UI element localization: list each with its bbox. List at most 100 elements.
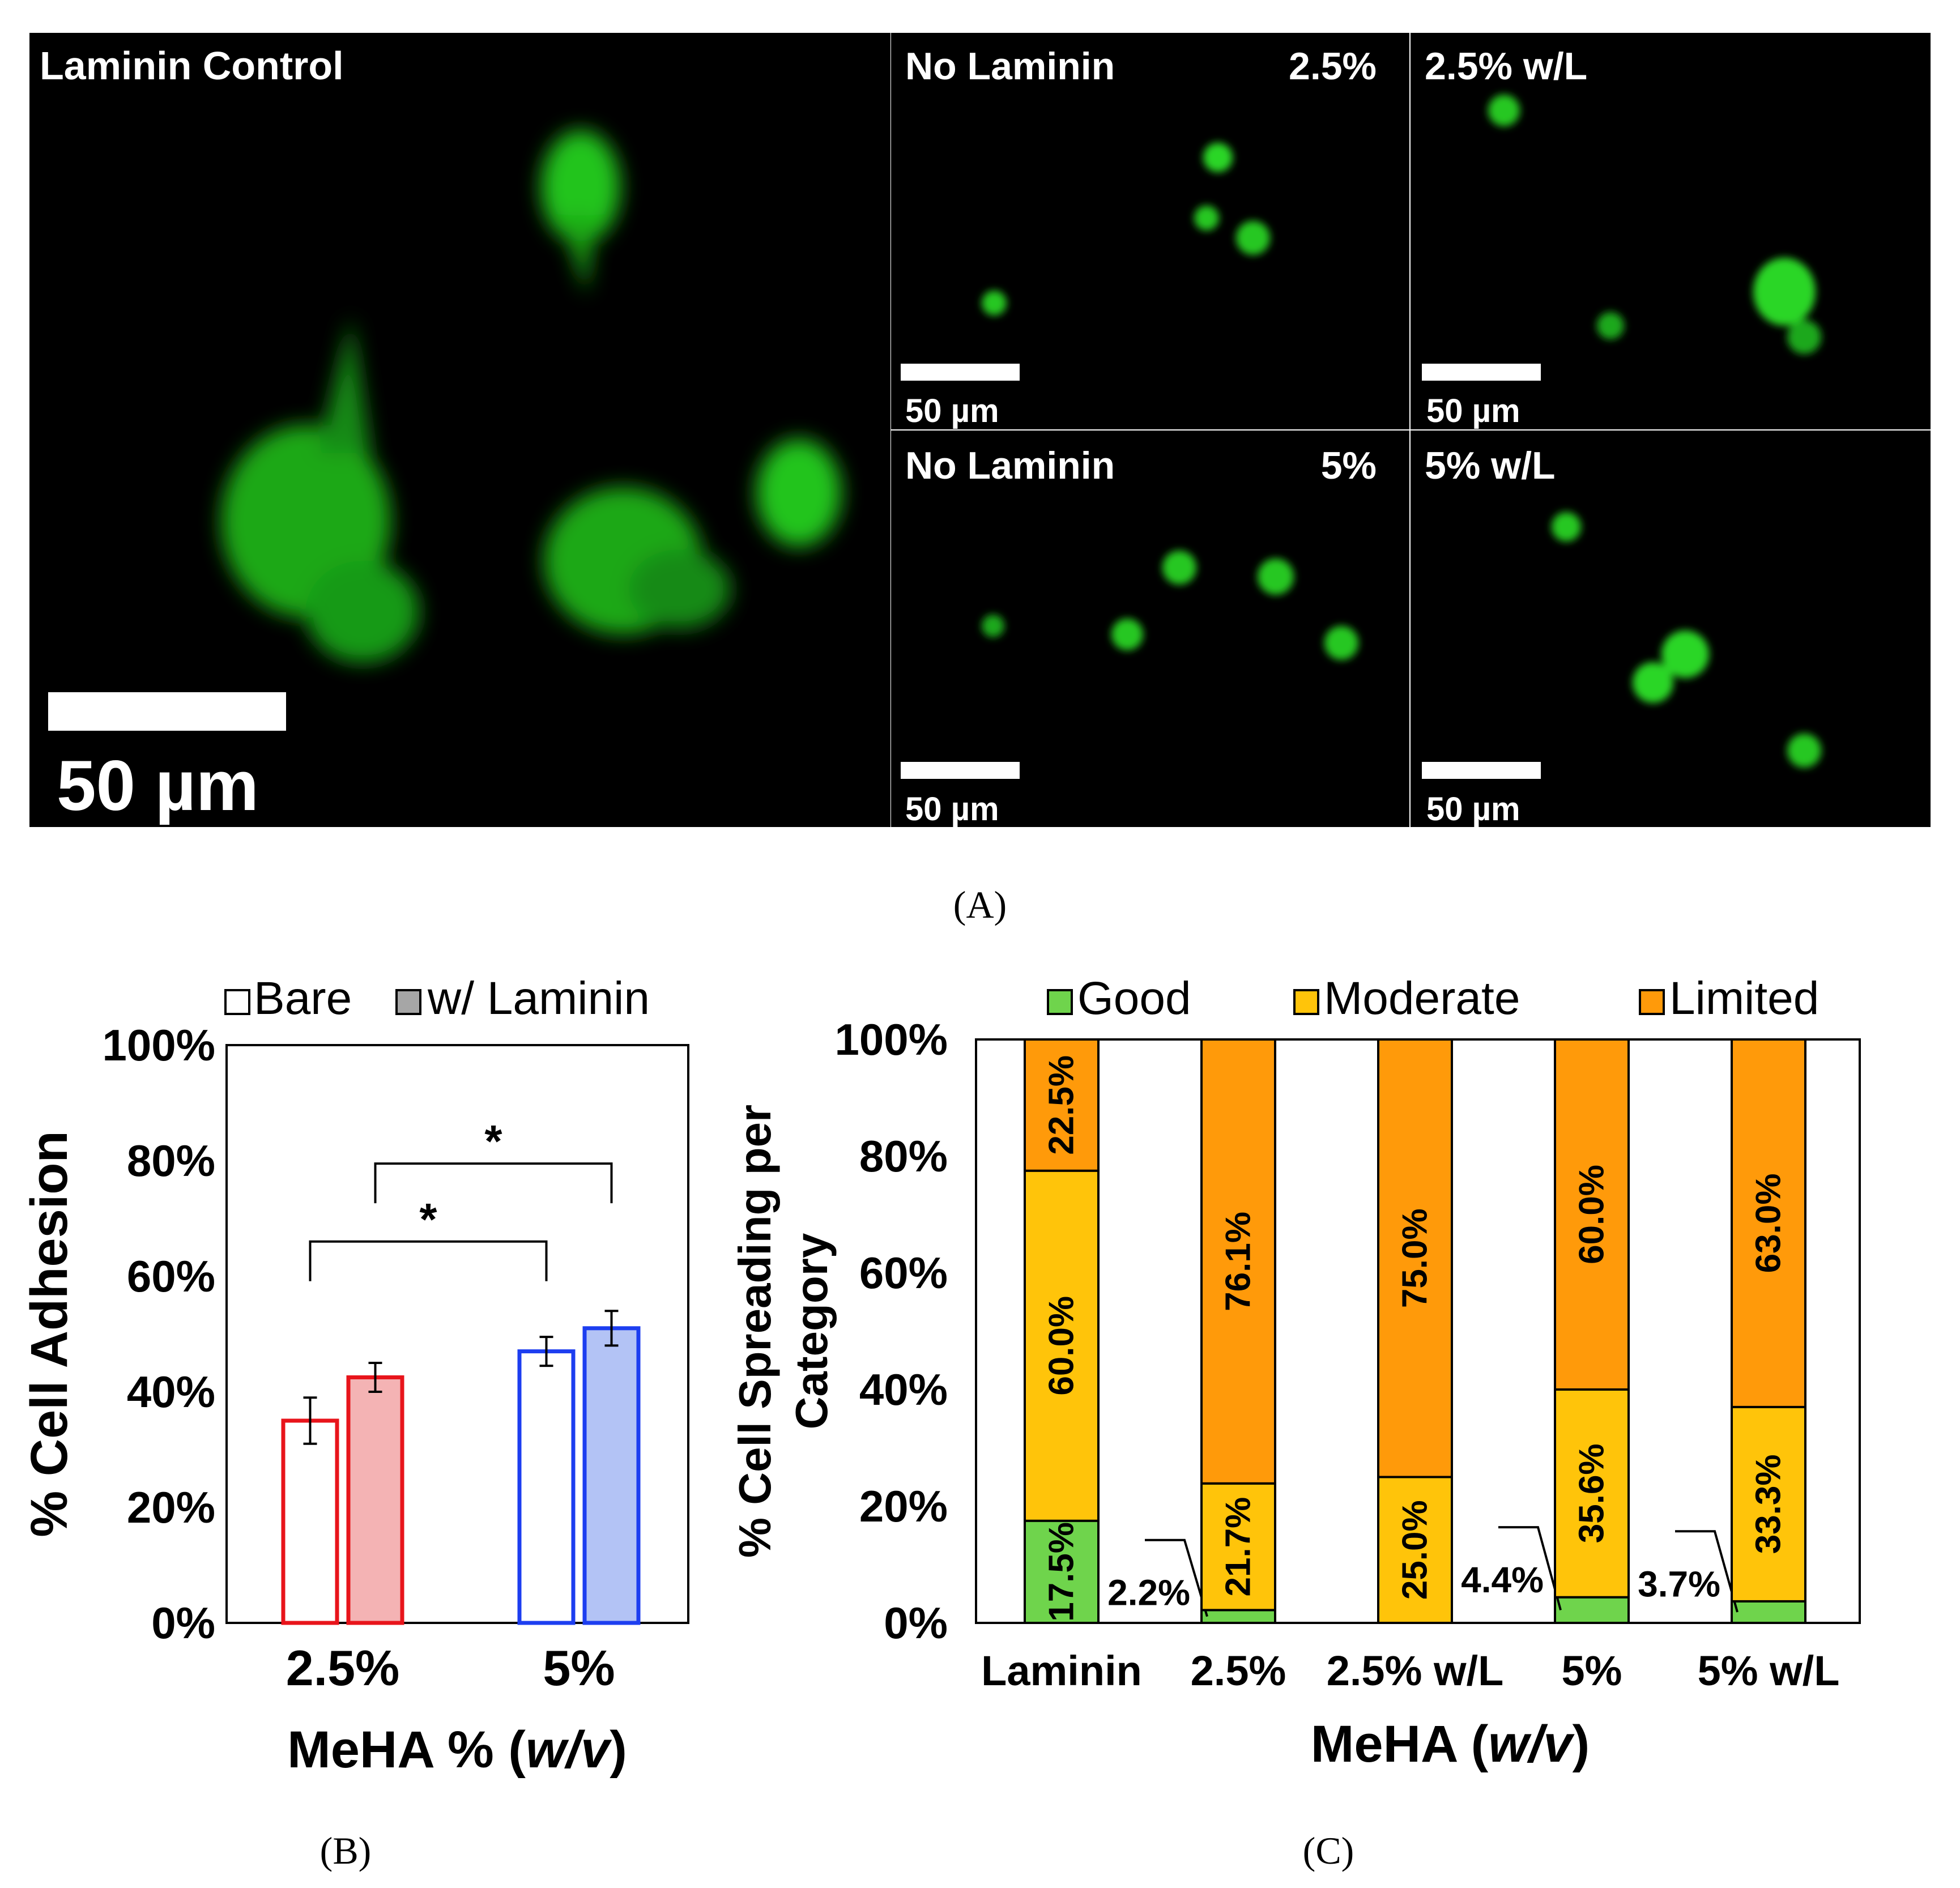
- scale-bar-label: 50 µm: [57, 747, 259, 825]
- x-tick-label: 2.5% w/L: [1327, 1647, 1504, 1694]
- y-tick-label: 100%: [835, 1015, 948, 1064]
- data-label: 22.5%: [1042, 1055, 1081, 1155]
- panel-label: 2.5% w/L: [1425, 45, 1587, 88]
- scale-bar: [1422, 762, 1541, 779]
- x-tick-label: 5%: [543, 1640, 615, 1696]
- x-axis-label: MeHA % (w/v): [287, 1721, 627, 1779]
- legend-label-limited: Limited: [1669, 973, 1819, 1024]
- bar-bare: [281, 1418, 339, 1625]
- bar-segment-limited: [1377, 1038, 1453, 1478]
- significance-bracket: [374, 1162, 613, 1204]
- legend-swatch-moderate: [1293, 989, 1319, 1015]
- y-axis-label: % Cell Adhesion: [20, 1131, 78, 1537]
- x-axis-label-italic: w/v: [1488, 1715, 1575, 1773]
- y-tick-label: 80%: [859, 1131, 948, 1181]
- data-label: 21.7%: [1219, 1497, 1258, 1597]
- data-label: 75.0%: [1396, 1208, 1435, 1308]
- bar-segment-limited: [1731, 1038, 1806, 1408]
- legend-label-good: Good: [1077, 973, 1191, 1024]
- bar-segment-moderate: [1731, 1405, 1806, 1603]
- concentration-label: 5%: [1321, 444, 1377, 487]
- y-tick-label: 0%: [884, 1598, 948, 1648]
- y-ticks: 0% 20% 40% 60% 80% 100%: [835, 1015, 948, 1648]
- data-label: 33.3%: [1749, 1454, 1788, 1554]
- scale-bar: [901, 762, 1020, 779]
- bar-segment-good: [1731, 1600, 1806, 1624]
- bar-segment-good: [1024, 1519, 1100, 1624]
- panel-label: No Laminin: [905, 45, 1115, 88]
- legend-swatch-limited: [1639, 989, 1665, 1015]
- data-label: 60.0%: [1042, 1296, 1081, 1396]
- bars: [281, 1310, 641, 1625]
- data-label: 25.0%: [1396, 1500, 1435, 1600]
- bar-segment-moderate: [1554, 1388, 1630, 1599]
- x-tick-label: 2.5%: [286, 1640, 400, 1696]
- x-axis-label-main: MeHA (: [1311, 1715, 1489, 1773]
- significance-marker: *: [484, 1116, 502, 1166]
- data-label: 4.4%: [1461, 1559, 1544, 1600]
- micrograph-2-5-wl: 2.5% w/L 50 µm: [1411, 33, 1931, 429]
- scale-bar-label: 50 µm: [1426, 791, 1520, 828]
- micrograph-no-laminin-5: No Laminin 5% 50 µm: [891, 431, 1409, 828]
- legend-label-moderate: Moderate: [1324, 973, 1520, 1024]
- legend-label-bare: Bare: [254, 973, 352, 1024]
- x-axis-label-close: ): [610, 1721, 627, 1779]
- x-tick-label: 5%: [1562, 1647, 1622, 1694]
- significance-bracket: [309, 1240, 548, 1281]
- y-axis-label-line1: % Cell Spreading per: [730, 1105, 780, 1558]
- y-tick-label: 40%: [127, 1367, 215, 1417]
- bar-wlaminin: [346, 1375, 404, 1625]
- scale-bar-label: 50 µm: [905, 393, 999, 429]
- y-tick-label: 100%: [103, 1020, 216, 1070]
- significance-marker: *: [419, 1194, 437, 1245]
- plot-frame: [225, 1044, 689, 1624]
- legend: Good Moderate Limited: [1047, 973, 1819, 1024]
- x-tick-label: Laminin: [981, 1647, 1142, 1694]
- cell-cluster: [221, 130, 841, 663]
- y-tick-label: 40%: [859, 1365, 948, 1414]
- micrograph-no-laminin-2-5: No Laminin 2.5% 50 µm: [891, 33, 1409, 429]
- x-axis-label-close: ): [1573, 1715, 1590, 1773]
- x-axis-label-main: MeHA % (: [287, 1721, 526, 1779]
- data-label: 3.7%: [1638, 1563, 1720, 1604]
- scale-bar-label: 50 µm: [1426, 393, 1520, 429]
- scale-bar: [901, 364, 1020, 381]
- bar-segment-moderate: [1024, 1169, 1100, 1522]
- chart-c: 0% 20% 40% 60% 80% 100% 17.5% 60.0% 22.5% 2.2% 21…: [730, 973, 1861, 1872]
- y-tick-label: 60%: [859, 1248, 948, 1298]
- x-tick-label: 5% w/L: [1698, 1647, 1840, 1694]
- legend: Bare w/ Laminin: [224, 973, 650, 1024]
- y-axis-label-line2: Category: [786, 1233, 837, 1429]
- legend-swatch-laminin: [395, 989, 421, 1015]
- data-label: 17.5%: [1042, 1522, 1081, 1622]
- x-tick-label: 2.5%: [1191, 1647, 1286, 1694]
- x-axis-label-italic: w/v: [526, 1721, 612, 1779]
- concentration-label: 2.5%: [1289, 45, 1377, 88]
- callout-line: [1145, 1538, 1208, 1617]
- scale-bar-label: 50 µm: [905, 791, 999, 828]
- y-tick-label: 80%: [127, 1136, 215, 1186]
- scale-bar: [48, 692, 286, 731]
- panel-a: Laminin Control 50 µm No Laminin 2.5% 50…: [29, 33, 1931, 926]
- scale-bar: [1422, 364, 1541, 381]
- y-ticks: 0% 20% 40% 60% 80% 100%: [103, 1020, 216, 1648]
- bar-segment-limited: [1200, 1038, 1276, 1485]
- x-ticks: 2.5% 5%: [286, 1640, 615, 1696]
- x-axis-label: MeHA (w/v): [1311, 1715, 1590, 1773]
- data-label: 63.0%: [1749, 1174, 1788, 1273]
- bar-bare: [517, 1349, 576, 1625]
- caption-c: (C): [1303, 1829, 1354, 1872]
- panel-label: No Laminin: [905, 444, 1115, 487]
- caption-a: (A): [953, 883, 1007, 926]
- y-tick-label: 20%: [859, 1481, 948, 1531]
- bar-segment-moderate: [1200, 1482, 1276, 1612]
- data-label: 76.1%: [1219, 1212, 1258, 1311]
- bar-segment-good: [1554, 1596, 1630, 1624]
- bar-segment-limited: [1024, 1038, 1100, 1172]
- micrograph-laminin-control: Laminin Control 50 µm: [29, 33, 890, 827]
- chart-b: 0%20%40%60%80%100% ** 2.5% 5% Bare w/ Lam…: [20, 973, 689, 1872]
- bar-wlaminin: [582, 1326, 641, 1625]
- bar-segment-good: [1200, 1609, 1276, 1625]
- micrograph-5-wl: 5% w/L 50 µm: [1411, 431, 1931, 828]
- y-tick-label: 20%: [127, 1482, 215, 1532]
